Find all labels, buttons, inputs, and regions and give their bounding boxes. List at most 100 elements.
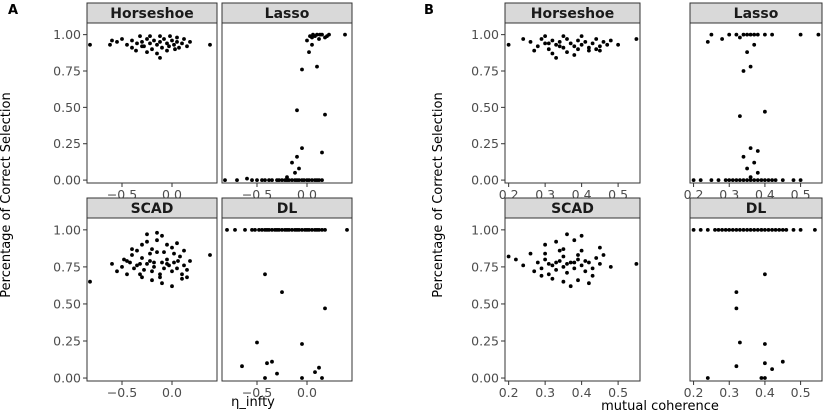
data-point	[170, 245, 174, 250]
data-point	[798, 228, 803, 232]
data-point	[345, 228, 349, 232]
data-point	[763, 109, 767, 114]
data-point	[579, 42, 584, 47]
data-point	[130, 45, 134, 50]
data-point	[759, 178, 764, 183]
data-point	[185, 268, 189, 272]
data-point	[172, 251, 176, 256]
data-point	[182, 37, 186, 41]
y-tick-label: 1.00	[471, 27, 499, 42]
data-point	[180, 272, 184, 277]
data-point	[130, 38, 134, 43]
data-point	[705, 376, 710, 380]
data-point	[297, 178, 301, 183]
x-tick-label: 0.2	[684, 385, 704, 400]
data-point	[110, 38, 114, 43]
data-point	[691, 228, 696, 232]
y-tick-label: 0.50	[53, 296, 81, 311]
data-point	[561, 254, 566, 259]
data-point	[763, 342, 767, 346]
data-point	[601, 40, 606, 44]
data-point	[170, 284, 174, 289]
data-point	[506, 254, 511, 259]
data-point	[182, 263, 186, 268]
data-point	[780, 228, 785, 232]
data-point	[317, 228, 321, 232]
subfigure-tag-b: B	[424, 3, 434, 18]
data-point	[605, 42, 610, 47]
data-point	[293, 170, 297, 175]
data-point	[752, 228, 757, 232]
data-point	[716, 228, 721, 232]
data-point	[616, 42, 620, 47]
data-point	[759, 376, 764, 380]
data-point	[134, 48, 138, 53]
data-point	[572, 53, 577, 57]
data-point	[565, 232, 569, 237]
x-tick-label: −0.5	[242, 385, 272, 400]
subfigure-tag-a: A	[8, 3, 18, 18]
data-point	[130, 247, 134, 252]
data-point	[770, 228, 774, 232]
data-point	[305, 38, 309, 43]
data-point	[243, 228, 247, 232]
data-point	[260, 228, 264, 232]
data-point	[590, 266, 595, 271]
y-tick-label: 0.75	[53, 64, 81, 79]
data-point	[173, 47, 177, 52]
data-point	[150, 278, 154, 283]
data-point	[521, 37, 526, 41]
data-point	[572, 44, 577, 49]
data-point	[138, 262, 142, 266]
data-point	[572, 238, 577, 243]
data-point	[634, 262, 639, 266]
data-point	[145, 50, 149, 54]
data-point	[155, 230, 159, 235]
data-point	[514, 257, 518, 262]
data-point	[705, 40, 710, 44]
data-point	[734, 290, 739, 294]
data-point	[798, 32, 803, 37]
x-tick-label: 0.2	[499, 385, 519, 400]
data-point	[705, 228, 710, 232]
data-point	[738, 228, 742, 232]
data-point	[576, 253, 580, 257]
x-tick-label: 0.3	[535, 385, 555, 400]
data-point	[263, 178, 267, 183]
data-point	[579, 233, 584, 238]
data-point	[561, 247, 566, 252]
data-point	[182, 248, 186, 253]
data-point	[741, 154, 746, 159]
data-point	[263, 376, 267, 380]
data-point	[311, 32, 315, 37]
data-point	[245, 176, 249, 181]
data-point	[770, 178, 774, 183]
data-point	[160, 45, 164, 50]
data-point	[730, 178, 735, 183]
data-point	[240, 364, 244, 369]
data-point	[813, 228, 817, 232]
data-point	[565, 50, 569, 54]
data-point	[763, 228, 767, 232]
data-point	[723, 178, 728, 183]
data-point	[140, 275, 144, 280]
data-point	[175, 40, 179, 44]
strip-label: Horseshoe	[531, 6, 614, 22]
data-point	[748, 228, 753, 232]
data-point	[770, 32, 774, 37]
data-point	[576, 278, 580, 283]
data-point	[748, 64, 753, 69]
data-point	[543, 251, 547, 256]
data-point	[752, 32, 757, 37]
data-point	[250, 178, 254, 183]
data-point	[583, 259, 588, 263]
data-point	[579, 248, 584, 253]
data-point	[138, 34, 142, 38]
data-point	[634, 37, 639, 41]
data-point	[317, 37, 321, 41]
y-axis-title: Percentage of Correct Selection	[431, 92, 446, 297]
data-point	[539, 266, 544, 271]
y-tick-label: 0.75	[471, 259, 499, 274]
data-point	[145, 232, 149, 237]
data-point	[763, 272, 767, 277]
